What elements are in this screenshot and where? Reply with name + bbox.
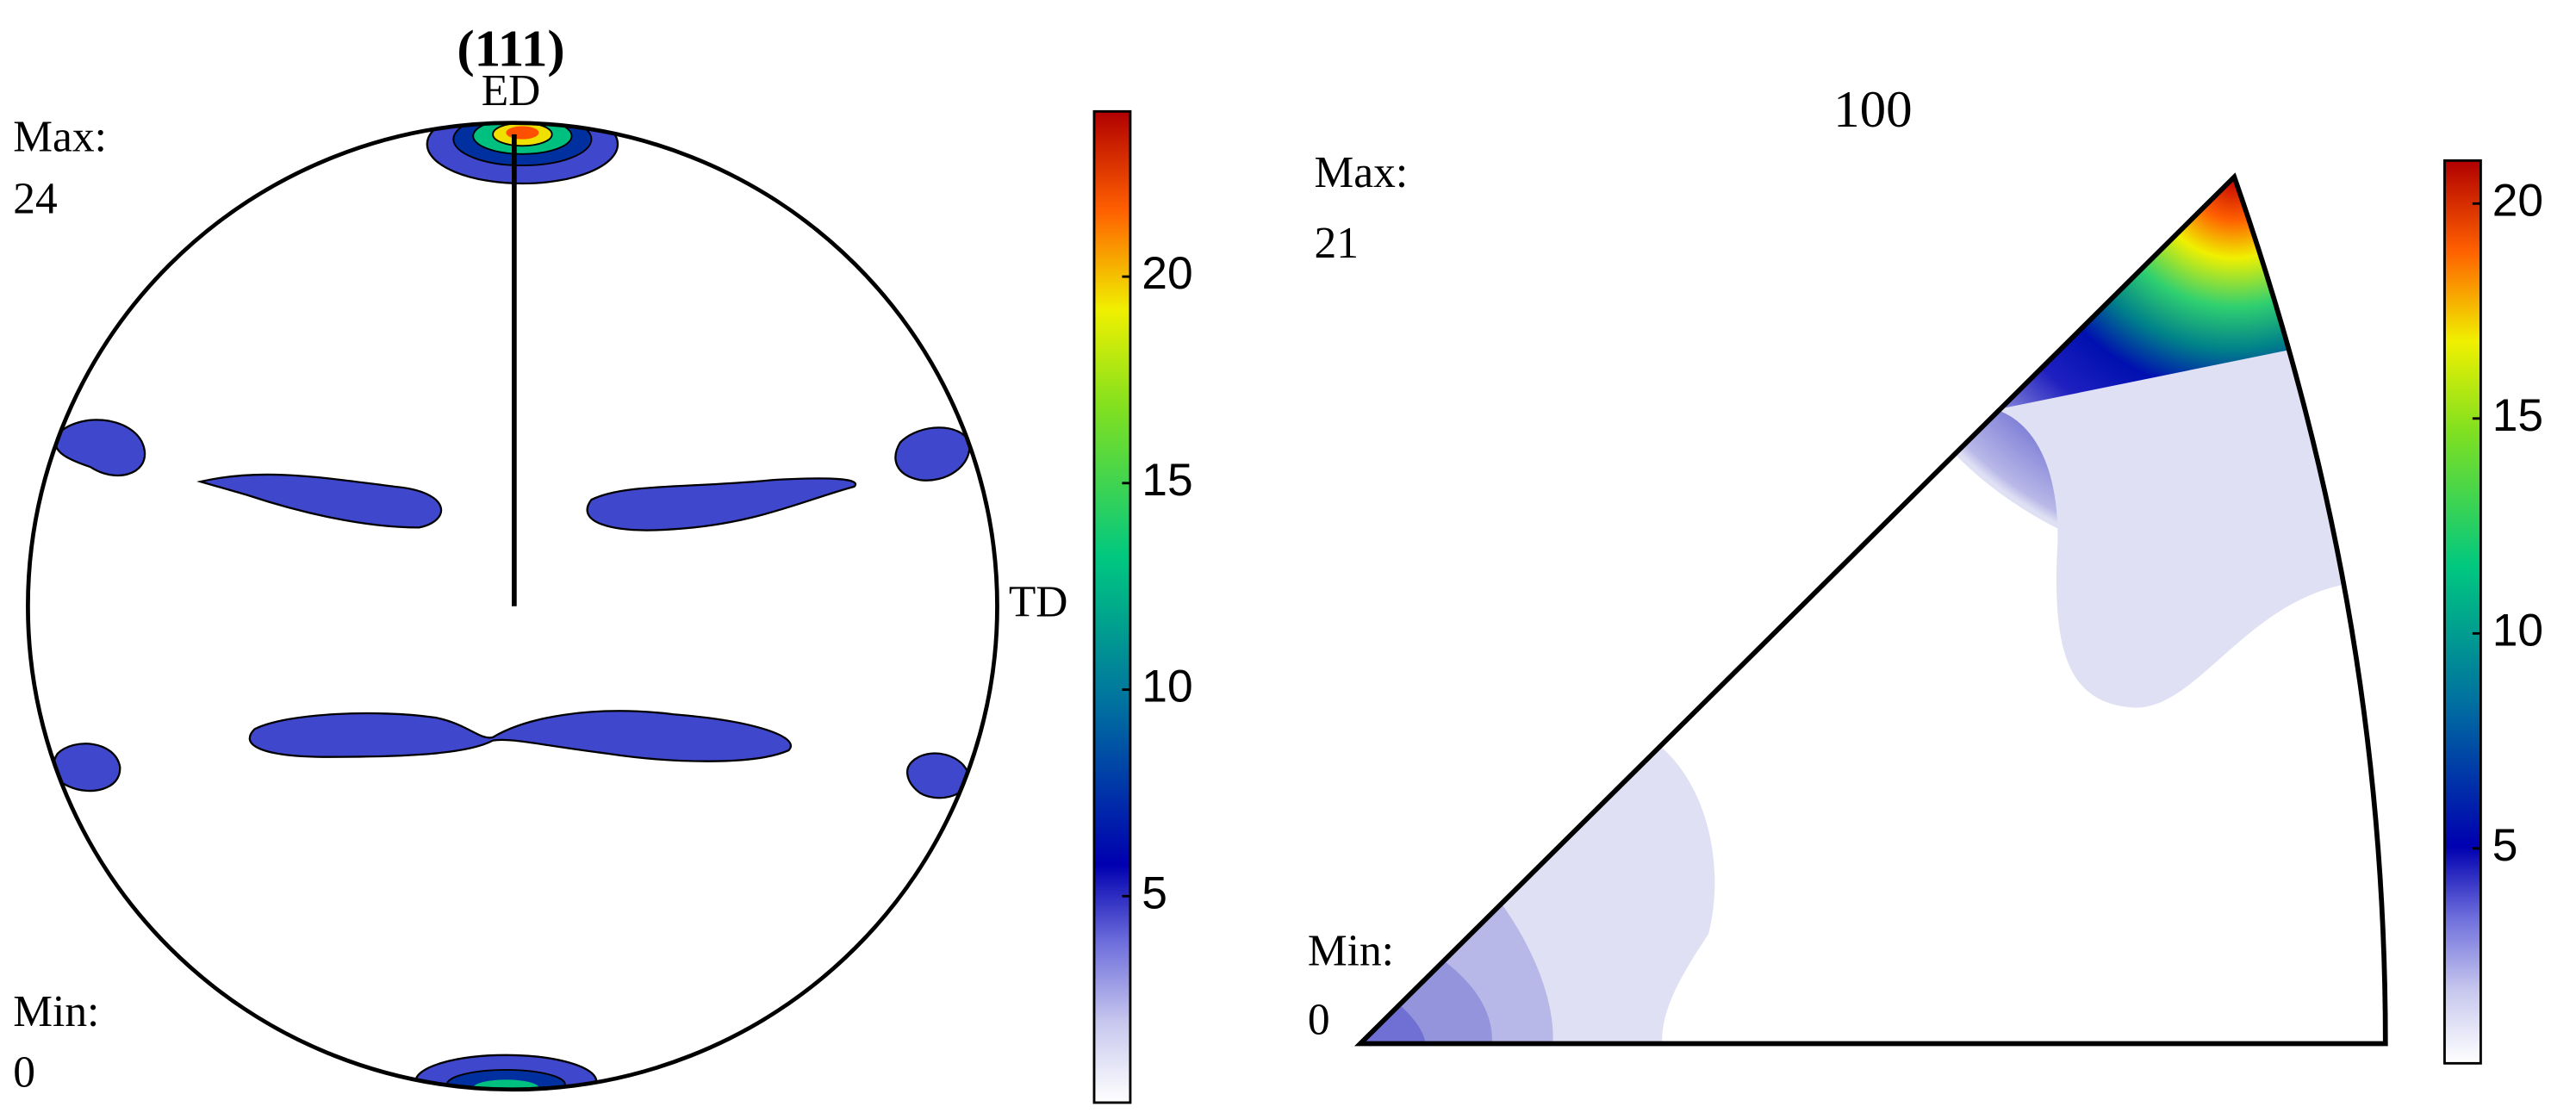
- title: (111): [457, 21, 564, 78]
- pole-circle: [26, 121, 999, 1092]
- title: 100: [1833, 81, 1913, 139]
- max-value: 21: [1315, 219, 1359, 268]
- colorbar: [1092, 109, 1132, 1104]
- colorbar: [2443, 159, 2482, 1065]
- x-label: TD: [1009, 578, 1068, 627]
- min-label: Min:: [13, 987, 99, 1036]
- pole-figure: (111) ED TD Max: 24 Min: 0: [13, 21, 1068, 1097]
- min-value: 0: [13, 1048, 35, 1097]
- max-label: Max:: [1315, 148, 1409, 197]
- max-label: Max:: [13, 112, 107, 161]
- min-value: 0: [1308, 996, 1330, 1045]
- y-label: ED: [482, 66, 541, 115]
- colorbar-tick-label: 15: [2492, 390, 2543, 441]
- colorbar-tick-label: 10: [2492, 605, 2543, 656]
- max-value: 24: [13, 175, 57, 224]
- contours: [1360, 177, 2386, 1044]
- colorbar-tick-label: 20: [2492, 175, 2543, 226]
- min-label: Min:: [1308, 927, 1394, 976]
- inverse-pole-figure: 100 Max: 21 Min: 0: [1308, 81, 2388, 1047]
- triangle: [1353, 172, 2388, 1047]
- colorbar-tick-label: 5: [1142, 867, 1167, 918]
- colorbar-tick-label: 20: [1142, 248, 1192, 299]
- colorbar-tick-label: 5: [2492, 820, 2518, 871]
- colorbar-tick-label: 15: [1142, 455, 1192, 506]
- contours: [52, 122, 971, 1090]
- colorbar-tick-label: 10: [1142, 662, 1192, 712]
